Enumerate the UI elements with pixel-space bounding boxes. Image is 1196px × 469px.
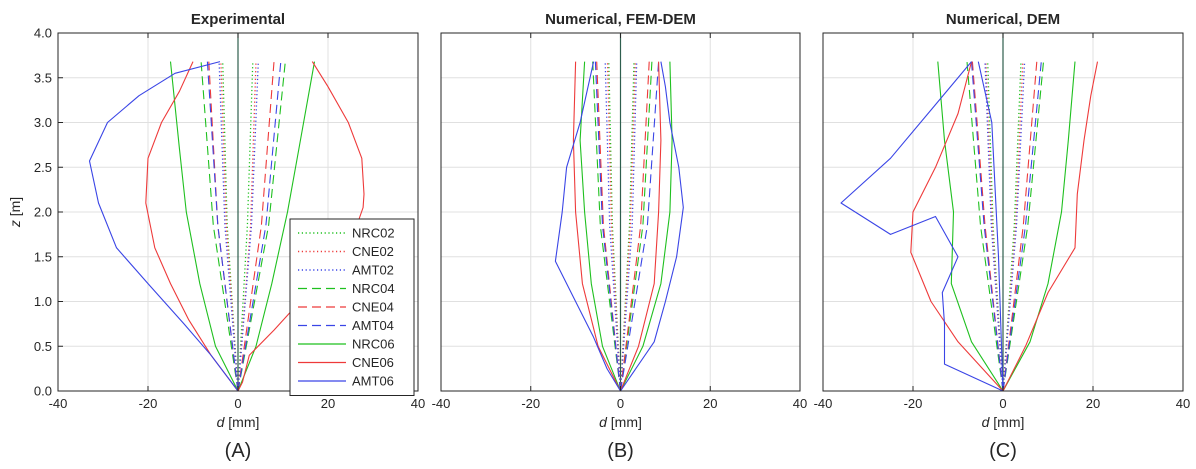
y-axis-label: z [m]	[7, 197, 23, 228]
series-nrc04	[237, 61, 286, 392]
x-tick-label: -20	[139, 396, 158, 411]
series-group	[840, 61, 1099, 392]
y-tick-label: 3.5	[34, 70, 52, 85]
y-tick-label: 3.0	[34, 115, 52, 130]
x-tick-label: 0	[617, 396, 624, 411]
chart-title: Experimental	[191, 11, 285, 28]
x-tick-label: 20	[703, 396, 717, 411]
y-tick-label: 0.0	[34, 384, 52, 399]
x-tick-label: -40	[432, 396, 451, 411]
series-group	[88, 61, 365, 392]
x-tick-label: 0	[234, 396, 241, 411]
series-amt06	[554, 61, 621, 392]
x-tick-label: 40	[1176, 396, 1190, 411]
legend-label-cne04: CNE04	[352, 300, 394, 315]
chart-title: Numerical, FEM-DEM	[545, 11, 696, 28]
legend-label-amt04: AMT04	[352, 318, 394, 333]
y-tick-label: 1.0	[34, 294, 52, 309]
x-tick-label: 20	[1086, 396, 1100, 411]
chart-panel-1: -40 -20 0 20 40 0.0 0.5 1.0 1.5 2.0 2.5 3.0 3.5 4.0 Ex…	[7, 11, 425, 462]
legend-label-cne02: CNE02	[352, 244, 394, 259]
x-tick-label: 40	[793, 396, 807, 411]
panels: -40 -20 0 20 40 0.0 0.5 1.0 1.5 2.0 2.5 3.0 3.5 4.0 Ex…	[7, 11, 1190, 462]
x-tick-label: 40	[411, 396, 425, 411]
series-nrc06	[620, 61, 673, 392]
series-cne06	[145, 61, 239, 392]
legend-label-nrc04: NRC04	[352, 281, 395, 296]
x-tick-label: -20	[904, 396, 923, 411]
legend-box	[289, 218, 415, 396]
series-nrc06	[169, 61, 239, 392]
x-tick-label: -20	[521, 396, 540, 411]
series-group	[554, 61, 684, 392]
series-amt06	[840, 61, 1004, 392]
y-tick-label: 4.0	[34, 26, 52, 41]
series-cne06	[910, 61, 1004, 392]
series-amt06	[620, 61, 684, 392]
y-tick-label: 2.5	[34, 160, 52, 175]
series-cne06	[1002, 61, 1099, 392]
y-tick-label: 1.5	[34, 249, 52, 264]
series-nrc06	[579, 61, 622, 392]
x-tick-label: 20	[321, 396, 335, 411]
series-amt06	[88, 61, 239, 392]
x-tick-label: -40	[49, 396, 68, 411]
panel-label: (C)	[989, 440, 1017, 462]
chart-panel-2: -40 -20 0 20 40 Numerical, FEM-DEM d [mm] (B)	[432, 11, 808, 462]
legend-label-nrc06: NRC06	[352, 337, 395, 352]
chart-title: Numerical, DEM	[946, 11, 1060, 28]
x-tick-label: 0	[999, 396, 1006, 411]
y-tick-label: 0.5	[34, 339, 52, 354]
series-nrc06	[237, 61, 316, 392]
legend-label-nrc02: NRC02	[352, 226, 395, 241]
chart-panel-3: -40 -20 0 20 40 Numerical, DEM d [mm] (C)	[814, 11, 1191, 462]
legend: NRC02 CNE02 AMT02 NRC04 CNE04 AMT04 NRC06 CNE06…	[289, 218, 415, 396]
x-axis-label: d [mm]	[217, 414, 260, 430]
legend-label-amt02: AMT02	[352, 263, 394, 278]
legend-label-cne06: CNE06	[352, 355, 394, 370]
x-tick-label: -40	[814, 396, 833, 411]
panel-label: (B)	[607, 440, 634, 462]
legend-label-amt06: AMT06	[352, 374, 394, 389]
x-axis-label: d [mm]	[982, 414, 1025, 430]
x-axis-label: d [mm]	[599, 414, 642, 430]
series-cne06	[619, 61, 662, 392]
series-amt06	[977, 61, 1004, 392]
y-tick-label: 2.0	[34, 205, 52, 220]
series-nrc06	[1002, 61, 1076, 392]
series-cne06	[572, 61, 621, 392]
panel-label: (A)	[225, 440, 252, 462]
